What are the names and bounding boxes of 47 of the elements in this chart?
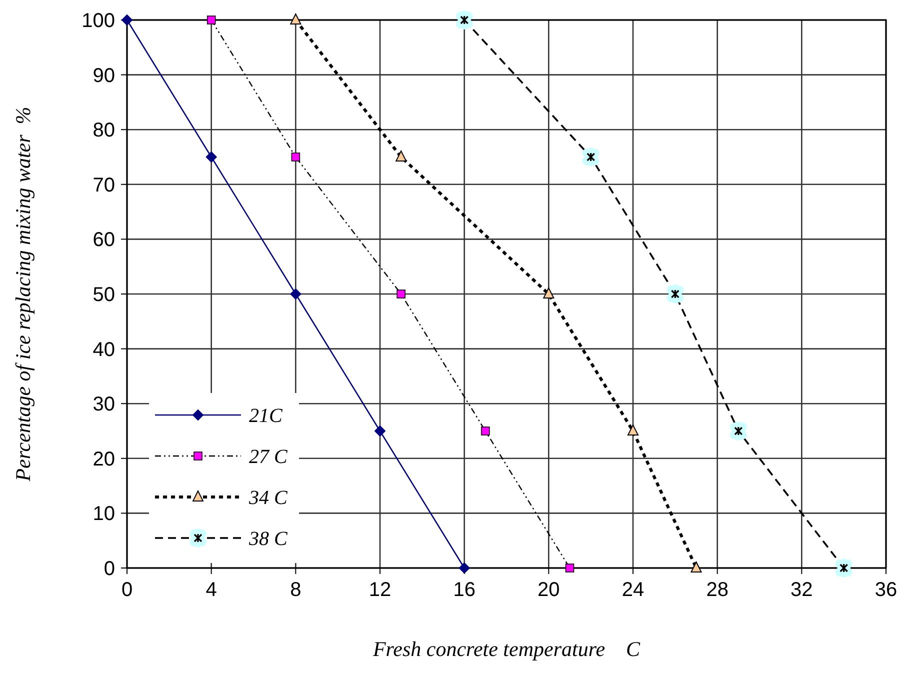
x-tick-label: 28 — [706, 579, 728, 601]
x-tick-label: 20 — [538, 579, 560, 601]
point — [396, 150, 407, 162]
point — [290, 288, 302, 300]
x-tick-label: 36 — [874, 579, 898, 601]
y-tick-label: 100 — [82, 10, 115, 32]
point — [374, 426, 386, 436]
y-tick-label: 60 — [92, 229, 115, 252]
y-tick-label: 90 — [92, 64, 115, 87]
legend-label: 34 C — [248, 487, 288, 509]
x-tick-label: 24 — [622, 579, 644, 601]
y-tick-label: 20 — [92, 448, 115, 470]
legend-label: 21C — [249, 405, 283, 427]
x-tick-label: 4 — [206, 579, 217, 601]
x-tick-label: 32 — [790, 579, 813, 601]
point — [628, 424, 638, 436]
x-tick-label: 8 — [290, 579, 302, 601]
point — [290, 14, 302, 24]
x-tick-label: 0 — [121, 579, 133, 601]
point — [291, 152, 300, 162]
x-tick-label: 16 — [453, 579, 476, 601]
point — [458, 562, 470, 574]
point — [206, 16, 216, 24]
y-tick-label: 80 — [92, 120, 115, 142]
y-tick-label: 40 — [92, 338, 115, 361]
point — [122, 14, 132, 26]
legend-label: 38 C — [248, 528, 288, 550]
x-tick-label: 12 — [368, 579, 392, 601]
point — [666, 284, 684, 304]
point — [690, 562, 702, 572]
point — [565, 564, 574, 572]
point — [730, 422, 747, 440]
y-tick-label: 70 — [92, 174, 115, 196]
point — [456, 10, 473, 30]
legend-label: 27 C — [249, 446, 288, 468]
point — [396, 290, 406, 298]
y-axis-title: Percentage of ice replacing mixing water % — [11, 106, 35, 482]
point — [835, 558, 852, 578]
point — [206, 152, 217, 162]
y-tick-label: 30 — [92, 394, 115, 416]
x-axis-title: Fresh concrete temperature C — [372, 637, 642, 661]
y-tick-label: 10 — [92, 503, 115, 526]
point — [582, 148, 600, 166]
y-tick-label: 50 — [92, 284, 115, 306]
point — [481, 426, 490, 436]
y-tick-label: 0 — [104, 558, 115, 580]
point — [543, 288, 554, 298]
